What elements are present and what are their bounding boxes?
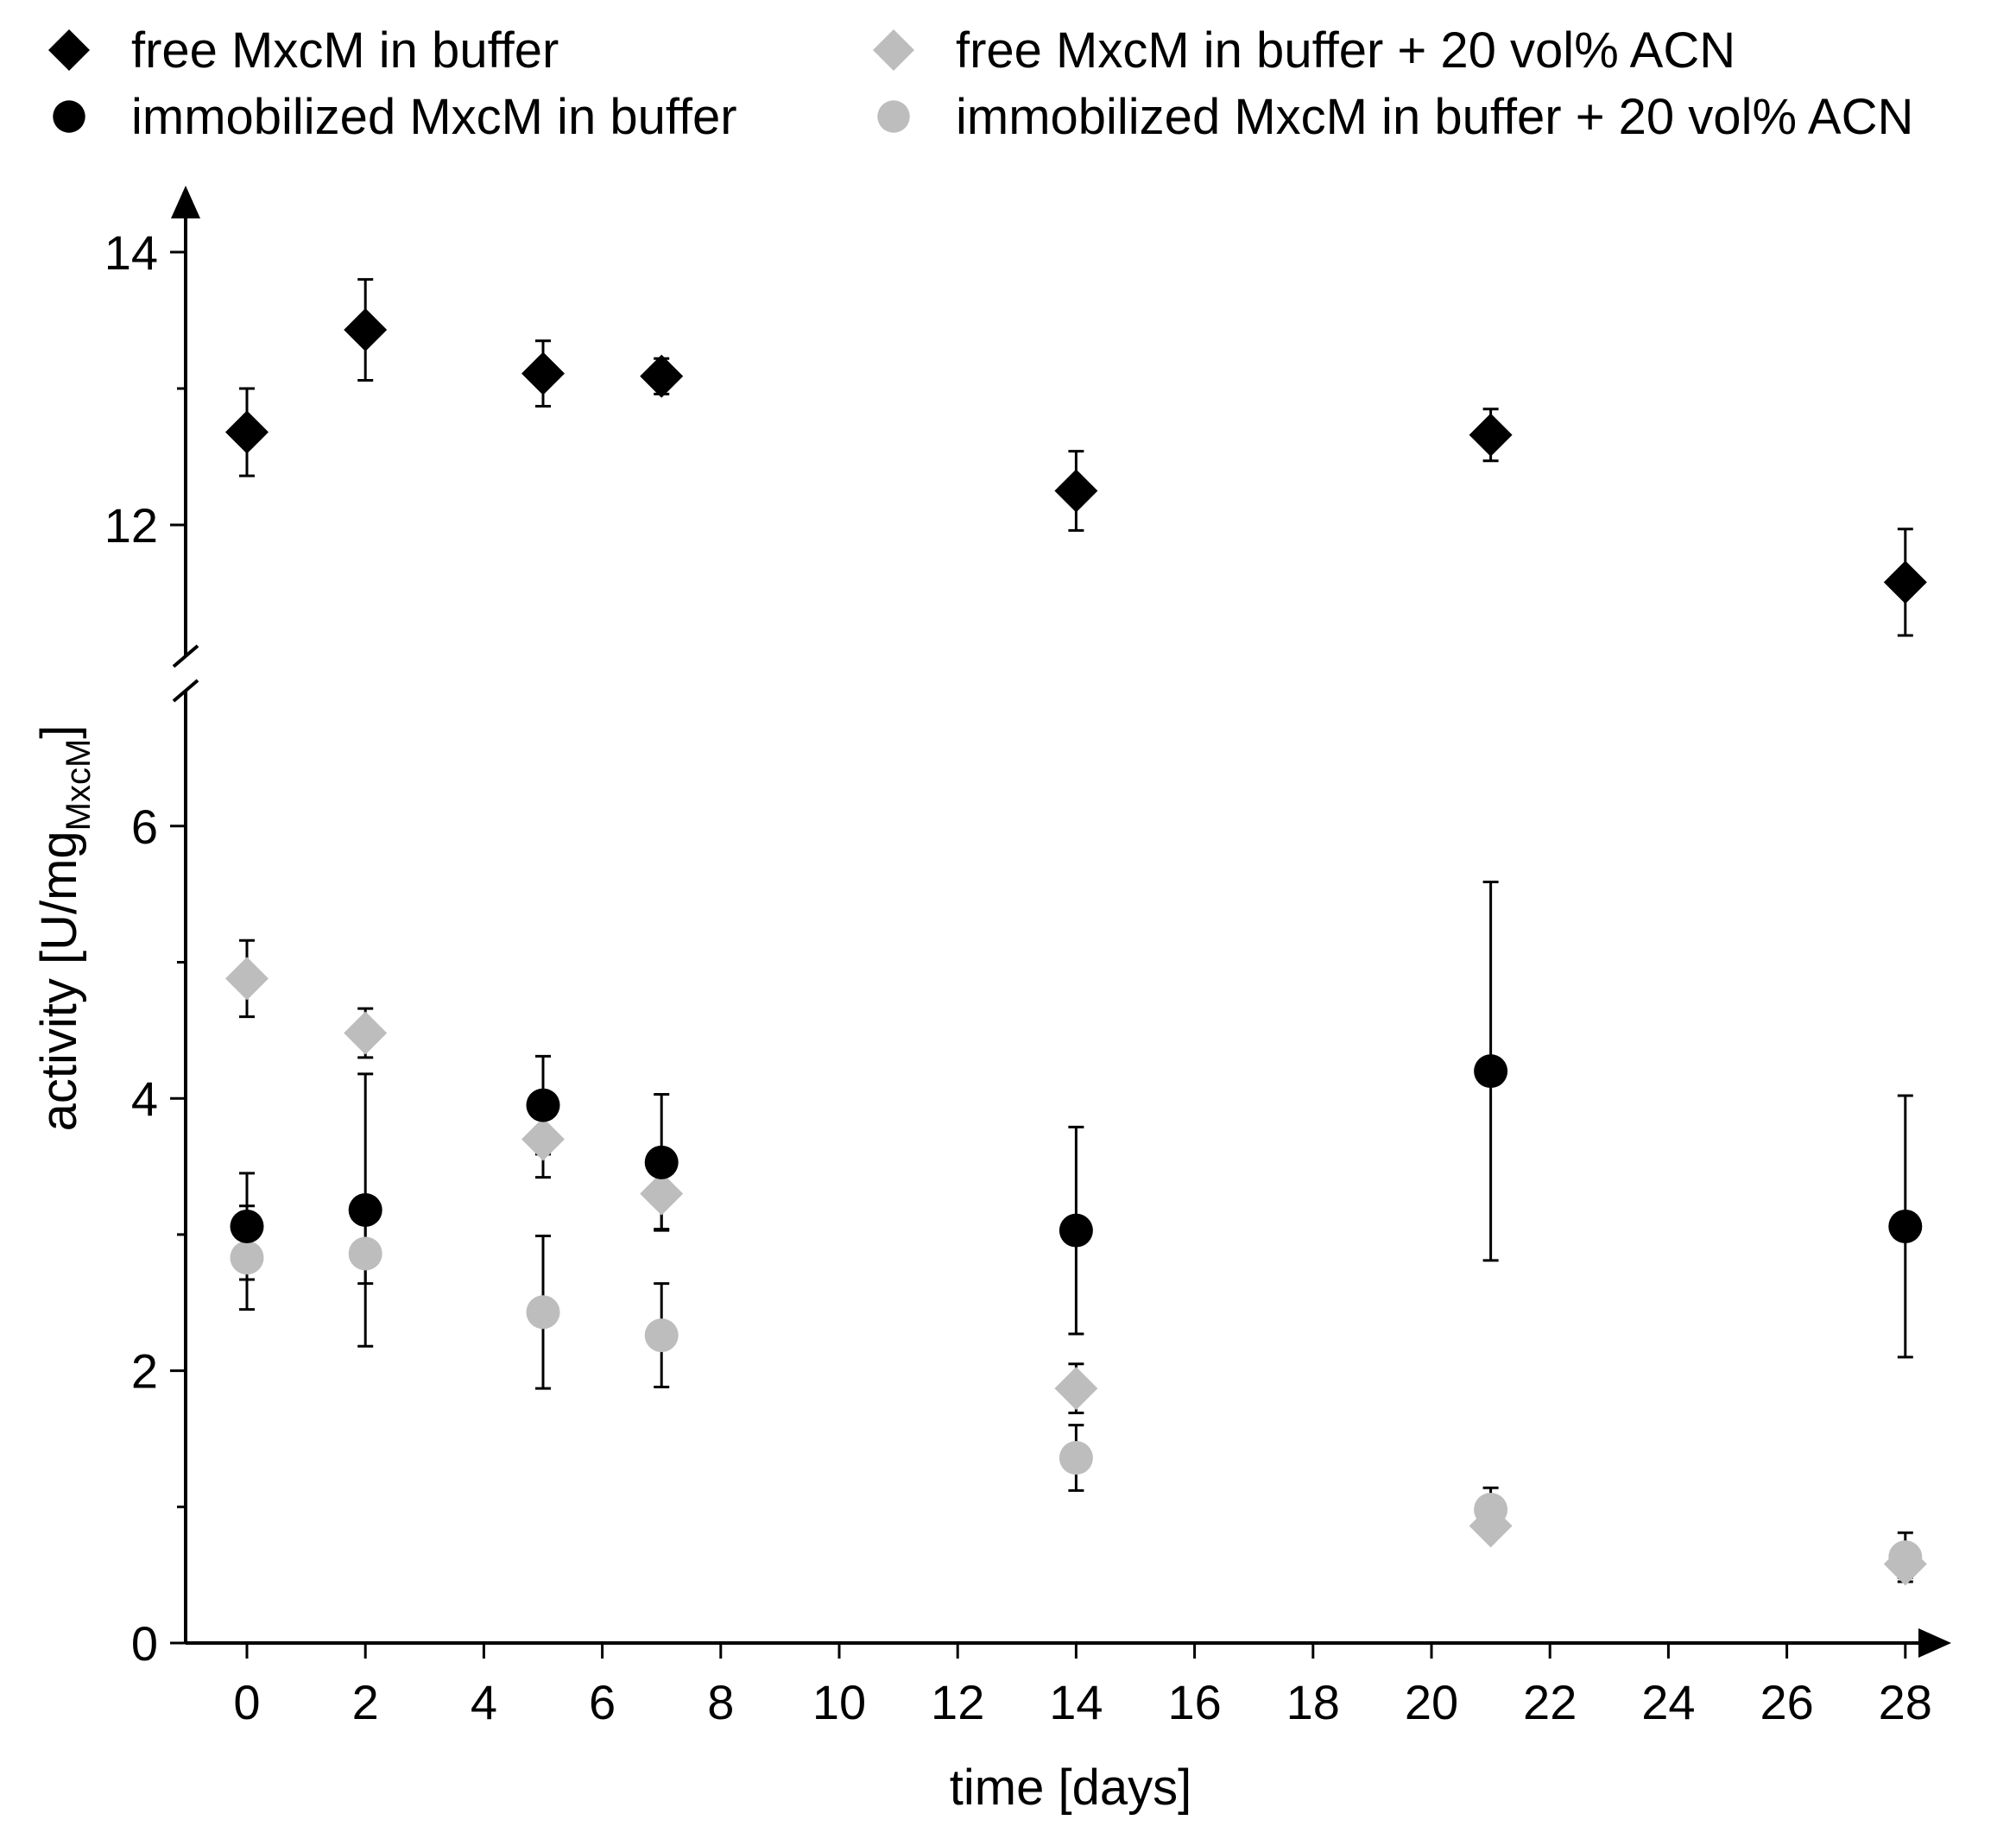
y-axis-arrow-icon: [171, 186, 200, 218]
data-point-immobilized-acn: [1059, 1441, 1093, 1476]
x-tick-label: 4: [471, 1675, 497, 1729]
legend-marker-immobilized-acn: [877, 100, 910, 133]
x-tick-label: 6: [589, 1675, 616, 1729]
data-point-free-buffer: [344, 308, 388, 352]
y-axis-label: activity [U/mgMxcM]: [31, 725, 98, 1132]
y-axis-label-subscript: MxcM: [60, 739, 98, 831]
x-tick-label: 22: [1523, 1675, 1577, 1729]
legend-label: immobilized MxcM in buffer + 20 vol% ACN: [956, 89, 1913, 145]
data-point-immobilized-buffer: [526, 1088, 560, 1122]
y-tick-label: 4: [131, 1071, 158, 1126]
data-point-free-acn: [225, 957, 269, 1001]
x-tick-label: 20: [1405, 1675, 1458, 1729]
x-tick-label: 12: [931, 1675, 984, 1729]
data-point-free-buffer: [1054, 469, 1098, 513]
data-point-immobilized-buffer: [348, 1193, 382, 1228]
data-point-immobilized-acn: [1888, 1540, 1923, 1575]
x-tick-label: 18: [1286, 1675, 1340, 1729]
data-point-free-acn: [640, 1172, 684, 1216]
y-tick-label: 2: [131, 1344, 158, 1399]
data-point-free-acn: [521, 1117, 565, 1161]
x-tick-label: 24: [1641, 1675, 1695, 1729]
x-tick-label: 14: [1049, 1675, 1103, 1729]
data-point-immobilized-acn: [1474, 1492, 1508, 1526]
x-tick-label: 8: [707, 1675, 734, 1729]
y-tick-label: 14: [104, 225, 158, 280]
data-point-immobilized-buffer: [1059, 1213, 1093, 1248]
y-axis-break-mark-lower: [172, 679, 199, 703]
data-point-free-buffer: [640, 354, 684, 398]
data-point-immobilized-acn: [526, 1295, 560, 1330]
legend-label: free MxcM in buffer: [131, 22, 559, 79]
y-tick-label: 0: [131, 1616, 158, 1671]
y-axis-break-mark-upper: [172, 644, 199, 668]
data-point-immobilized-acn: [644, 1318, 679, 1353]
data-point-free-buffer: [225, 410, 269, 454]
x-tick-label: 28: [1879, 1675, 1932, 1729]
x-tick-label: 16: [1167, 1675, 1221, 1729]
data-point-immobilized-acn: [230, 1241, 264, 1275]
legend-marker-free-buffer: [48, 29, 90, 71]
data-point-free-acn: [344, 1011, 388, 1055]
data-point-immobilized-acn: [348, 1236, 382, 1271]
x-tick-label: 2: [352, 1675, 379, 1729]
data-point-free-buffer: [1469, 413, 1513, 457]
data-point-free-buffer: [1883, 560, 1927, 604]
x-tick-label: 26: [1760, 1675, 1813, 1729]
y-axis-label-close: ]: [31, 725, 87, 739]
y-tick-label: 6: [131, 799, 158, 854]
legend: free MxcM in buffer immobilized MxcM in b…: [48, 22, 1913, 145]
data-point-immobilized-buffer: [644, 1145, 679, 1179]
x-axis-label: time [days]: [950, 1760, 1191, 1816]
data-point-free-acn: [1054, 1367, 1098, 1411]
data-point-immobilized-buffer: [1888, 1209, 1923, 1243]
legend-marker-free-acn: [873, 29, 914, 71]
x-tick-label: 10: [812, 1675, 866, 1729]
legend-label: immobilized MxcM in buffer: [131, 89, 737, 145]
data-point-free-buffer: [521, 351, 565, 395]
data-point-immobilized-buffer: [230, 1209, 264, 1243]
y-tick-label: 12: [104, 498, 158, 553]
y-axis-label-main: activity [U/mg: [31, 831, 87, 1131]
legend-label: free MxcM in buffer + 20 vol% ACN: [956, 22, 1735, 79]
x-axis-arrow-icon: [1918, 1628, 1951, 1658]
legend-marker-immobilized-buffer: [53, 100, 85, 133]
data-markers: [225, 308, 1927, 1586]
axes: time [days] activity [U/mgMxcM] 0 2 4 6 8 10 1…: [31, 186, 1951, 1816]
x-tick-label: 0: [233, 1675, 260, 1729]
data-point-immobilized-buffer: [1474, 1054, 1508, 1089]
